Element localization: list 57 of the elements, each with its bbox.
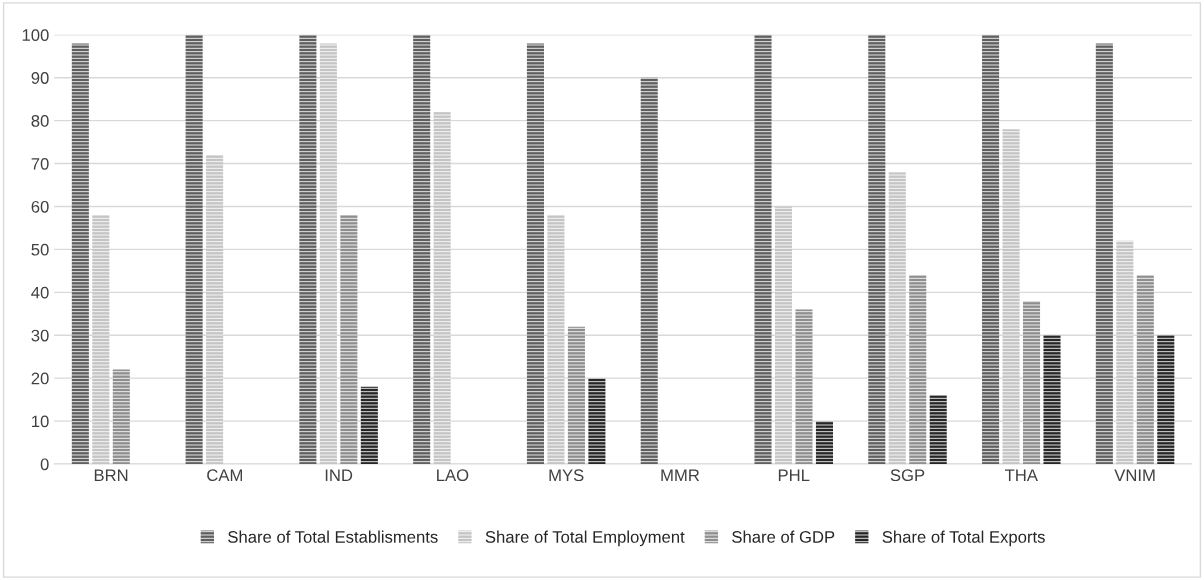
x-tick-label: BRN [94, 469, 128, 481]
bar [112, 369, 130, 464]
bar [1023, 300, 1041, 464]
bar [1116, 240, 1134, 464]
x-tick-label: MMR [661, 469, 700, 481]
y-tick-label: 90 [31, 72, 49, 84]
x-tick-label: LAO [437, 469, 469, 482]
bar [340, 215, 358, 464]
bar [795, 309, 813, 464]
bar [754, 34, 772, 464]
bar [413, 34, 431, 464]
x-tick-label: THA [1005, 469, 1038, 481]
bar [360, 386, 378, 464]
bar [1157, 335, 1175, 464]
y-tick-label: 80 [31, 115, 49, 127]
x-tick-label: CAM [207, 469, 242, 482]
y-tick-label: 10 [32, 415, 49, 428]
bar [1095, 43, 1113, 464]
bar [1002, 129, 1020, 464]
bar [888, 172, 906, 464]
bar [299, 34, 317, 464]
legend-label: Share of Total Establisments [228, 530, 438, 543]
bar [982, 34, 1000, 464]
bar [206, 154, 224, 464]
x-tick-label: IND [325, 469, 353, 481]
bar [588, 378, 606, 464]
bar [71, 43, 89, 464]
bar [929, 395, 947, 464]
bar [547, 215, 565, 464]
bar [640, 77, 658, 464]
legend-label: Share of GDP [732, 530, 835, 543]
x-tick-label: PHL [778, 469, 810, 481]
bar [433, 112, 451, 464]
y-tick-label: 100 [22, 29, 49, 41]
y-tick-label: 30 [31, 329, 49, 342]
bar [1043, 335, 1061, 464]
bar [868, 34, 886, 464]
x-tick-label: MYS [549, 469, 584, 482]
x-tick-label: VNIM [1114, 469, 1155, 481]
y-tick-label: 70 [31, 157, 49, 170]
y-tick-label: 40 [31, 286, 49, 299]
y-tick-label: 50 [31, 243, 49, 256]
bar [567, 326, 585, 464]
bar [319, 43, 337, 464]
legend-label: Share of Total Employment [485, 530, 685, 547]
y-tick-label: 20 [31, 372, 49, 385]
legend-label: Share of Total Exports [882, 530, 1045, 547]
bar [774, 206, 793, 464]
y-tick-label: 60 [31, 200, 49, 213]
y-tick-label: 0 [40, 458, 49, 471]
bar [526, 43, 544, 464]
bar [815, 421, 833, 464]
bar [909, 275, 927, 464]
bar [185, 34, 203, 464]
x-tick-label: SGP [890, 469, 925, 482]
bar [92, 215, 110, 464]
bar [1136, 275, 1154, 464]
